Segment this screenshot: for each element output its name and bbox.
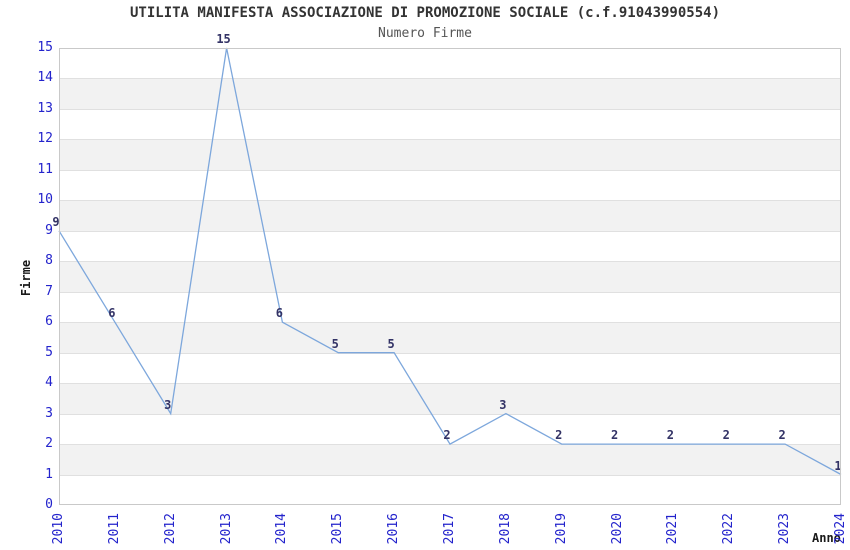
y-tick-label: 9 (45, 222, 53, 238)
plot-area: 9 6 3 15 6 5 5 2 3 2 2 2 2 2 1 (52, 33, 842, 505)
series-line (58, 47, 842, 476)
x-tick-label: 2016 (386, 513, 402, 545)
point-value-label: 5 (387, 336, 395, 351)
point-value-label: 3 (499, 397, 507, 412)
y-tick-label: 11 (37, 161, 53, 177)
point-value-label: 9 (52, 214, 60, 229)
y-tick-label: 2 (45, 436, 53, 452)
point-value-label: 2 (610, 428, 619, 443)
x-tick-label: 2018 (497, 513, 513, 545)
y-tick-label: 0 (45, 497, 53, 512)
x-tick-label: 2011 (106, 513, 122, 545)
x-tick-label: 2017 (442, 513, 457, 545)
chart-title: UTILITA MANIFESTA ASSOCIAZIONE DI PROMOZ… (129, 5, 720, 21)
point-value-label: 6 (275, 306, 284, 321)
y-tick-label: 14 (37, 70, 53, 86)
gridline (59, 169, 841, 171)
gridline (59, 108, 841, 110)
x-tick-label: 2023 (777, 513, 793, 545)
x-tick-label: 2022 (721, 513, 737, 545)
y-tick-label: 1 (45, 466, 53, 482)
y-tick-label: 7 (45, 283, 53, 299)
point-value-label: 3 (164, 397, 172, 412)
gridline (59, 138, 841, 140)
x-tick-label: 2019 (553, 513, 569, 545)
point-value-label: 2 (443, 428, 451, 443)
shaded-band (59, 322, 841, 353)
shaded-band (59, 139, 841, 170)
x-tick-label: 2020 (609, 513, 625, 545)
gridline (59, 199, 841, 201)
chart-subtitle: Numero Firme (378, 26, 472, 41)
gridline (59, 474, 841, 476)
gridline (59, 260, 841, 262)
x-tick-label: 2013 (218, 513, 234, 545)
point-value-label: 6 (108, 306, 116, 321)
point-value-label: 2 (722, 428, 730, 443)
y-tick-label: 4 (45, 375, 53, 391)
y-tick-label: 13 (37, 100, 53, 116)
gridline (59, 321, 841, 323)
x-tick-label: 2012 (162, 513, 178, 545)
point-value-label: 2 (666, 428, 675, 443)
gridline (59, 413, 841, 415)
y-tick-label: 3 (45, 405, 53, 421)
shaded-band (59, 78, 841, 109)
y-tick-label: 15 (37, 40, 53, 55)
shaded-band (59, 444, 841, 475)
series-polyline (58, 47, 842, 476)
x-tick-label: 2014 (274, 513, 290, 545)
gridline (59, 382, 841, 384)
y-tick-label: 8 (45, 253, 53, 269)
point-value-label: 1 (834, 458, 842, 473)
gridline (59, 352, 841, 354)
gridline (59, 291, 841, 293)
y-tick-label: 5 (45, 344, 53, 360)
gridline (59, 77, 841, 79)
point-value-label: 2 (555, 428, 563, 443)
point-value-label: 2 (778, 428, 786, 443)
y-tick-label: 12 (37, 131, 53, 147)
y-tick-label: 10 (37, 192, 53, 208)
gridline (59, 230, 841, 232)
x-tick-label: 2015 (330, 513, 346, 545)
shaded-band (59, 261, 841, 292)
shaded-band (59, 383, 841, 414)
x-axis-title: Anno (812, 531, 841, 545)
point-value-label: 5 (331, 336, 339, 351)
x-tick-label: 2010 (51, 513, 66, 545)
shaded-band (59, 200, 841, 231)
point-value-label: 15 (216, 32, 231, 46)
y-tick-label: 6 (45, 314, 53, 330)
x-tick-label: 2024 (833, 513, 848, 545)
x-tick-label: 2021 (665, 513, 681, 545)
